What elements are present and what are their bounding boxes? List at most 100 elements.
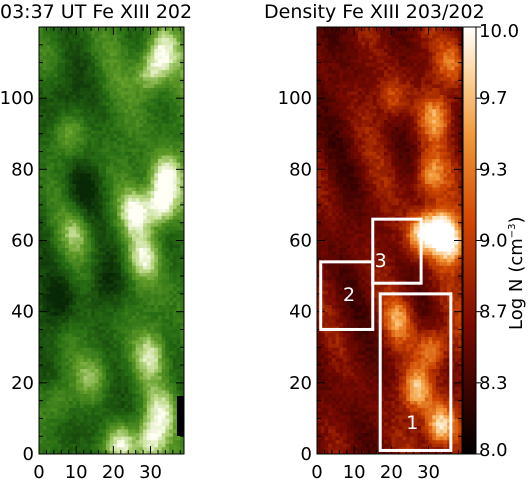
heatmap-cell: [102, 343, 107, 348]
heatmap-cell: [117, 119, 122, 124]
heatmap-cell: [176, 304, 181, 309]
heatmap-cell: [105, 204, 111, 209]
heatmap-cell: [42, 293, 47, 298]
heatmap-cell: [165, 450, 170, 455]
heatmap-cell: [98, 318, 103, 323]
heatmap-cell: [143, 144, 148, 149]
heatmap-cell: [146, 236, 151, 241]
heatmap-cell: [105, 194, 111, 199]
heatmap-cell: [79, 350, 85, 355]
heatmap-cell: [87, 115, 92, 120]
heatmap-cell: [150, 73, 155, 78]
heatmap-cell: [143, 446, 148, 451]
heatmap-cell: [120, 340, 125, 345]
heatmap-cell: [102, 55, 107, 60]
heatmap-cell: [42, 333, 47, 337]
heatmap-cell: [172, 87, 177, 92]
heatmap-cell: [146, 429, 151, 434]
heatmap-cell: [91, 375, 96, 380]
heatmap-cell: [128, 372, 133, 377]
heatmap-cell: [53, 91, 58, 96]
heatmap-cell: [109, 44, 114, 49]
heatmap-cell: [157, 357, 163, 362]
heatmap-cell: [128, 119, 133, 124]
heatmap-cell: [109, 251, 114, 256]
heatmap-cell: [113, 180, 118, 184]
heatmap-cell: [98, 219, 103, 224]
heatmap-cell: [94, 404, 99, 409]
heatmap-cell: [57, 436, 62, 441]
heatmap-cell: [61, 247, 66, 252]
heatmap-cell: [131, 115, 137, 120]
heatmap-cell: [124, 247, 129, 252]
heatmap-cell: [150, 212, 155, 216]
heatmap-cell: [50, 279, 55, 284]
heatmap-cell: [76, 286, 81, 291]
heatmap-cell: [139, 51, 144, 56]
heatmap-cell: [39, 73, 44, 78]
heatmap-cell: [350, 439, 355, 444]
heatmap-cell: [157, 212, 163, 216]
heatmap-cell: [72, 375, 77, 380]
heatmap-cell: [61, 368, 66, 373]
heatmap-cell: [157, 340, 163, 345]
heatmap-cell: [172, 290, 177, 295]
heatmap-cell: [39, 350, 44, 355]
heatmap-cell: [157, 133, 163, 138]
heatmap-cell: [120, 429, 125, 434]
heatmap-cell: [50, 69, 55, 74]
heatmap-cell: [39, 41, 44, 46]
heatmap-cell: [172, 439, 177, 444]
heatmap-cell: [143, 311, 148, 316]
heatmap-cell: [50, 372, 55, 377]
heatmap-cell: [128, 265, 133, 270]
heatmap-cell: [128, 443, 133, 448]
heatmap-cell: [135, 180, 140, 184]
heatmap-cell: [57, 180, 62, 184]
heatmap-cell: [135, 51, 140, 56]
heatmap-cell: [146, 258, 151, 263]
heatmap-cell: [139, 268, 144, 273]
heatmap-cell: [180, 62, 185, 67]
heatmap-cell: [53, 443, 58, 448]
heatmap-cell: [53, 108, 58, 113]
heatmap-cell: [87, 80, 92, 85]
heatmap-cell: [68, 69, 73, 74]
heatmap-cell: [146, 158, 151, 163]
heatmap-cell: [98, 30, 103, 35]
heatmap-cell: [46, 83, 51, 88]
heatmap-cell: [79, 51, 85, 56]
heatmap-cell: [176, 83, 181, 88]
heatmap-cell: [135, 87, 140, 92]
heatmap-cell: [91, 194, 96, 199]
heatmap-cell: [180, 340, 185, 345]
heatmap-cell: [117, 91, 122, 96]
heatmap-cell: [83, 286, 88, 291]
heatmap-cell: [105, 187, 111, 192]
heatmap-cell: [65, 425, 70, 430]
heatmap-cell: [113, 187, 118, 192]
heatmap-cell: [135, 215, 140, 220]
heatmap-cell: [447, 439, 452, 444]
heatmap-cell: [143, 354, 148, 359]
heatmap-cell: [135, 126, 140, 131]
heatmap-cell: [79, 165, 85, 170]
heatmap-cell: [42, 183, 47, 188]
heatmap-cell: [109, 290, 114, 295]
heatmap-cell: [109, 407, 114, 412]
heatmap-cell: [53, 190, 58, 195]
heatmap-cell: [91, 101, 96, 106]
heatmap-cell: [94, 414, 99, 419]
heatmap-cell: [172, 354, 177, 359]
heatmap-cell: [157, 147, 163, 152]
heatmap-cell: [124, 190, 129, 195]
heatmap-cell: [180, 94, 185, 99]
heatmap-cell: [72, 393, 77, 398]
heatmap-cell: [172, 276, 177, 281]
heatmap-cell: [98, 233, 103, 238]
heatmap-cell: [87, 94, 92, 99]
heatmap-cell: [165, 258, 170, 263]
heatmap-cell: [68, 51, 73, 56]
heatmap-cell: [65, 347, 70, 352]
heatmap-cell: [157, 336, 163, 341]
